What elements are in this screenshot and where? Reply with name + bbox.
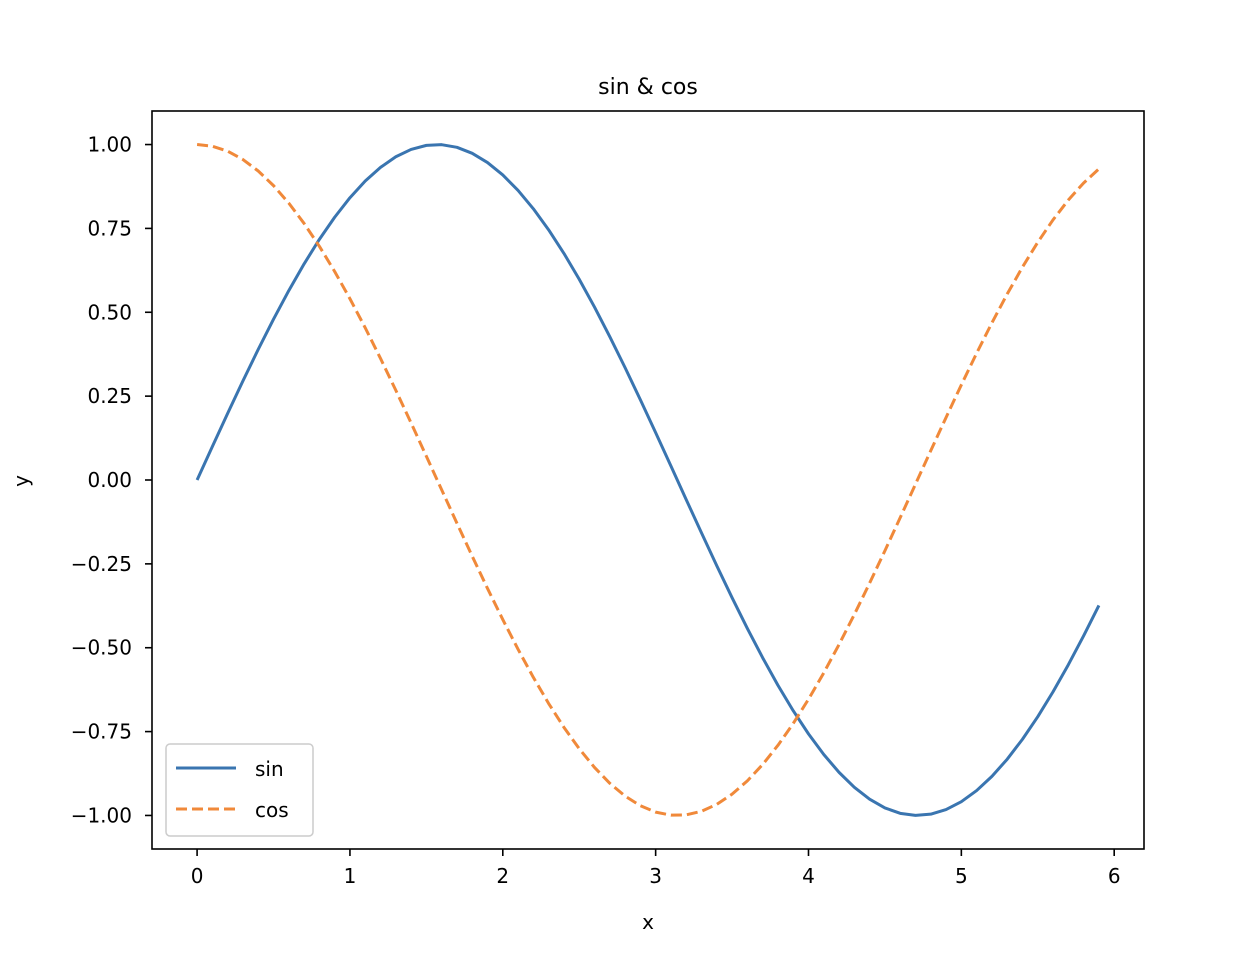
- y-tick-label: 1.00: [87, 133, 132, 157]
- x-tick-label: 4: [802, 864, 815, 888]
- y-axis: 1.00 0.75 0.50 0.25 0.00 −0.25 −0.50 −0.75 −1.00: [71, 133, 152, 827]
- y-tick-label: 0.75: [87, 216, 132, 240]
- y-tick-label: 0.50: [87, 300, 132, 324]
- y-tick-label: −1.00: [71, 803, 132, 827]
- x-tick-label: 0: [191, 864, 204, 888]
- chart-title: sin & cos: [598, 75, 698, 100]
- x-tick-label: 5: [955, 864, 968, 888]
- legend-label-sin: sin: [255, 757, 284, 781]
- legend-box: [165, 743, 314, 837]
- series-layer: [195, 143, 1101, 817]
- x-tick-label: 3: [649, 864, 662, 888]
- x-axis: 0 1 2 3 4 5 6: [191, 849, 1121, 888]
- x-tick-label: 2: [496, 864, 509, 888]
- legend: sin cos: [165, 743, 314, 837]
- y-tick-label: −0.25: [71, 552, 132, 576]
- y-tick-label: −0.50: [71, 636, 132, 660]
- y-tick-label: −0.75: [71, 720, 132, 744]
- series-line-cos: [196, 143, 1100, 817]
- y-axis-label: y: [9, 475, 33, 487]
- legend-label-cos: cos: [255, 798, 289, 822]
- x-tick-label: 1: [344, 864, 357, 888]
- y-tick-label: 0.00: [87, 468, 132, 492]
- series-line-sin: [195, 143, 1101, 817]
- x-tick-label: 6: [1108, 864, 1121, 888]
- y-tick-label: 0.25: [87, 384, 132, 408]
- x-axis-label: x: [642, 910, 654, 934]
